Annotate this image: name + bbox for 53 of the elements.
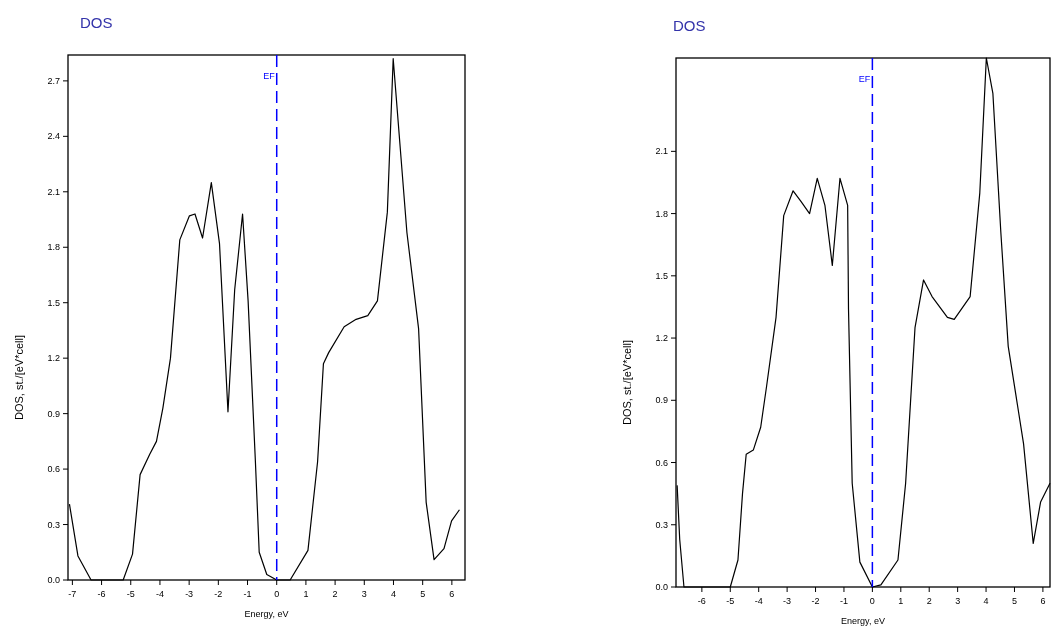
y-tick-label: 0.9	[655, 395, 668, 406]
x-tick-label: 5	[1011, 596, 1017, 606]
y-tick-label: 2.4	[47, 131, 60, 142]
y-tick-label: 1.2	[47, 353, 60, 364]
x-tick-label: -4	[155, 589, 164, 599]
x-tick-label: -1	[839, 596, 848, 606]
x-tick-label: 0	[274, 589, 280, 599]
x-tick-label: -5	[126, 589, 135, 599]
x-tick-label: -6	[97, 589, 106, 599]
y-tick-label: 1.5	[47, 297, 60, 308]
x-tick-label: 2	[926, 596, 932, 606]
y-tick-label: 1.5	[655, 270, 668, 281]
y-axis-title: DOS, st./[eV*cell]	[13, 335, 25, 420]
x-tick-label: 3	[361, 589, 367, 599]
x-tick-label: 1	[303, 589, 309, 599]
x-tick-label: 0	[869, 596, 875, 606]
x-tick-label: 3	[955, 596, 961, 606]
x-tick-label: -3	[185, 589, 194, 599]
x-tick-label: -2	[811, 596, 820, 606]
y-tick-label: 1.2	[655, 333, 668, 344]
y-tick-label: 2.1	[47, 186, 60, 197]
y-tick-label: 1.8	[655, 208, 668, 219]
y-tick-label: 0.0	[47, 575, 60, 585]
x-tick-label: -5	[726, 596, 735, 606]
y-tick-label: 0.9	[47, 408, 60, 419]
y-tick-label: 0.6	[47, 464, 60, 475]
ref-line-label: EF	[858, 74, 871, 84]
y-tick-label: 1.8	[47, 242, 60, 253]
x-tick-label: 5	[420, 589, 426, 599]
x-tick-label: 1	[898, 596, 904, 606]
x-tick-label: -2	[214, 589, 223, 599]
y-tick-label: 2.7	[47, 75, 60, 86]
x-axis-title: Energy, eV	[244, 609, 289, 619]
x-tick-label: -7	[68, 589, 77, 599]
y-tick-label: 0.6	[655, 457, 668, 468]
y-tick-label: 0.0	[655, 582, 668, 592]
y-tick-label: 2.1	[655, 146, 668, 157]
x-tick-label: -6	[697, 596, 706, 606]
x-tick-label: 4	[983, 596, 989, 606]
x-tick-label: 6	[449, 589, 455, 599]
chart-title: DOS	[673, 17, 706, 34]
x-tick-label: 2	[332, 589, 338, 599]
y-axis-title: DOS, st./[eV*cell]	[621, 340, 633, 425]
chart-title: DOS	[80, 14, 113, 31]
x-tick-label: -3	[783, 596, 792, 606]
y-tick-label: 0.3	[47, 519, 60, 530]
x-tick-label: -1	[243, 589, 252, 599]
y-tick-label: 0.3	[655, 519, 668, 530]
x-tick-label: 6	[1040, 596, 1046, 606]
x-tick-label: 4	[390, 589, 396, 599]
ref-line-label: EF	[263, 71, 276, 81]
x-axis-title: Energy, eV	[841, 616, 885, 626]
x-tick-label: -4	[754, 596, 763, 606]
